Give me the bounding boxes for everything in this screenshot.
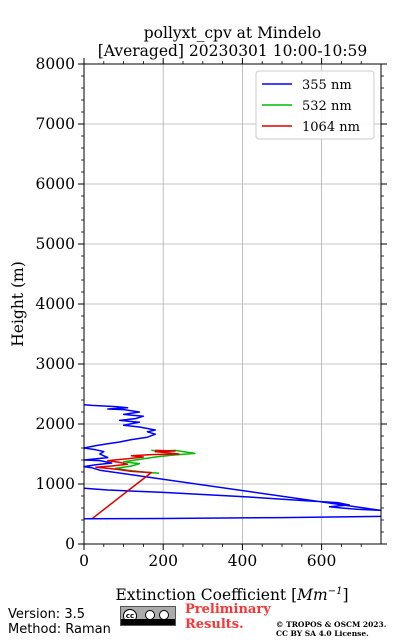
series-line-3 [83, 515, 382, 520]
cc-license-badge: cc [120, 606, 176, 626]
legend-label: 1064 nm [302, 120, 360, 135]
chart-title-line2: [Averaged] 20230301 10:00-10:59 [97, 42, 368, 60]
version-text: Version: 3.5 [8, 607, 85, 622]
y-tick-label: 3000 [36, 355, 75, 373]
x-tick-label: 0 [79, 552, 89, 570]
badge-strip [121, 619, 175, 625]
x-axis-label-unit: Mm [297, 586, 328, 605]
y-tick-label: 7000 [36, 115, 75, 133]
preliminary-results-text: Preliminary Results. [185, 602, 271, 632]
x-tick-label: 600 [307, 552, 337, 570]
series-line-0 [83, 404, 382, 512]
x-axis-label-exponent: −1 [327, 586, 343, 597]
y-tick-label: 0 [65, 535, 75, 553]
x-axis-label-suffix: ] [342, 586, 349, 605]
y-tick-label: 1000 [36, 475, 75, 493]
x-tick-label: 200 [148, 552, 178, 570]
legend-box [255, 70, 375, 140]
x-axis-label-prefix: Extinction Coefficient [ [115, 586, 298, 605]
series-line-2 [84, 449, 180, 520]
y-tick-label: 6000 [36, 175, 75, 193]
y-tick-label: 2000 [36, 415, 75, 433]
y-tick-label: 8000 [36, 55, 75, 73]
y-tick-label: 5000 [36, 235, 75, 253]
preliminary-line1: Preliminary [185, 602, 271, 617]
method-text: Method: Raman [8, 622, 111, 637]
preliminary-line2: Results. [185, 617, 244, 632]
copyright-line1: © TROPOS & OSCM 2023. [276, 620, 387, 629]
legend-label: 355 nm [302, 78, 352, 93]
legend-label: 532 nm [302, 99, 352, 114]
chart-title-line1: pollyxt_cpv at Mindelo [143, 24, 322, 42]
copyright-line2: CC BY SA 4.0 License. [276, 629, 369, 638]
y-tick-label: 4000 [36, 295, 75, 313]
x-axis-label: Extinction Coefficient [Mm−1] [115, 586, 348, 604]
x-tick-label: 400 [228, 552, 258, 570]
y-axis-label: Height (m) [9, 261, 27, 347]
